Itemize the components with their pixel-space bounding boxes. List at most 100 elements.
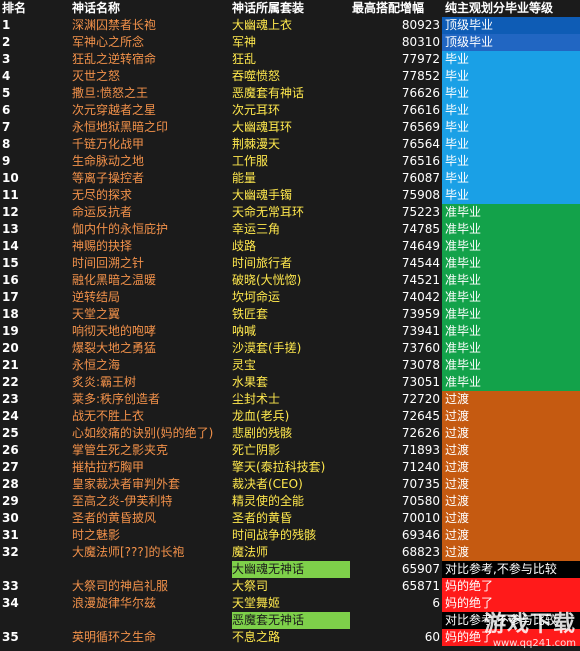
rank-cell: 23	[2, 392, 19, 406]
table-row: 26 掌管生死之影夹克 死亡阴影 71893 过渡	[0, 442, 580, 459]
set-cell: 坎坷命运	[232, 290, 281, 304]
rank-cell: 28	[2, 477, 19, 491]
grade-cell: 过渡	[442, 476, 580, 493]
grade-cell: 准毕业	[442, 357, 580, 374]
value-cell: 74649	[401, 239, 440, 253]
name-cell: 炙炎:霸王树	[72, 375, 137, 389]
set-cell: 破晓(大恍惚)	[232, 273, 302, 287]
table-row: 31 时之魅影 时间战争的残骸 69346 过渡	[0, 527, 580, 544]
header-rank: 排名	[2, 1, 27, 15]
set-cell: 恶魔套无神话	[232, 612, 350, 629]
rank-cell: 20	[2, 341, 19, 355]
name-cell: 灭世之怒	[72, 69, 121, 83]
rank-cell: 27	[2, 460, 19, 474]
value-cell: 77852	[401, 69, 440, 83]
set-cell: 悲剧的残骸	[232, 426, 293, 440]
rank-cell	[2, 612, 68, 629]
table-row: 25 心如绞痛的诀别(妈的绝了) 悲剧的残骸 72626 过渡	[0, 425, 580, 442]
rank-cell: 19	[2, 324, 19, 338]
name-cell: 永恒之海	[72, 358, 121, 372]
grade-cell: 过渡	[442, 510, 580, 527]
set-cell: 圣者的黄昏	[232, 511, 293, 525]
table-row: 18 天堂之翼 铁匠套 73959 准毕业	[0, 306, 580, 323]
set-cell: 幸运三角	[232, 222, 281, 236]
grade-cell: 过渡	[442, 425, 580, 442]
grade-cell: 准毕业	[442, 340, 580, 357]
name-cell: 命运反抗者	[72, 205, 133, 219]
rank-cell: 10	[2, 171, 19, 185]
name-cell: 摧枯拉朽胸甲	[72, 460, 145, 474]
set-cell: 死亡阴影	[232, 443, 281, 457]
grade-cell: 毕业	[442, 51, 580, 68]
grade-cell: 对比参考,不参与比较	[442, 612, 580, 629]
name-cell: 皇家裁决者审判外套	[72, 477, 181, 491]
set-cell: 时间战争的残骸	[232, 528, 317, 542]
value-cell: 76087	[401, 171, 440, 185]
grade-cell: 妈的绝了	[442, 629, 580, 646]
table-header: 排名 神话名称 神话所属套装 最高搭配增幅 纯主观划分毕业等级	[0, 0, 580, 17]
set-cell: 大幽魂手镯	[232, 188, 293, 202]
rank-cell: 26	[2, 443, 19, 457]
rank-cell: 9	[2, 154, 11, 168]
rank-cell: 24	[2, 409, 19, 423]
table-row: 17 逆转结局 坎坷命运 74042 准毕业	[0, 289, 580, 306]
name-cell: 军神心之所念	[72, 35, 145, 49]
name-cell: 爆裂大地之勇猛	[72, 341, 157, 355]
name-cell: 战无不胜上衣	[72, 409, 145, 423]
grade-cell: 准毕业	[442, 204, 580, 221]
table-row: 13 伽内什的永恒庇护 幸运三角 74785 准毕业	[0, 221, 580, 238]
name-cell	[72, 561, 230, 578]
grade-cell: 过渡	[442, 527, 580, 544]
grade-cell: 准毕业	[442, 221, 580, 238]
grade-cell: 过渡	[442, 493, 580, 510]
grade-cell: 准毕业	[442, 272, 580, 289]
value-cell: 76569	[401, 120, 440, 134]
set-cell: 能量	[232, 171, 257, 185]
table-row: 28 皇家裁决者审判外套 裁决者(CEO) 70735 过渡	[0, 476, 580, 493]
table-row: 4 灭世之怒 吞噬愤怒 77852 毕业	[0, 68, 580, 85]
name-cell: 大祭司的神启礼服	[72, 579, 169, 593]
set-cell: 工作服	[232, 154, 269, 168]
set-cell: 水果套	[232, 375, 269, 389]
name-cell: 次元穿越者之星	[72, 103, 157, 117]
rank-cell: 21	[2, 358, 19, 372]
set-cell: 尘封术士	[232, 392, 281, 406]
table-row: 14 神赐的抉择 歧路 74649 准毕业	[0, 238, 580, 255]
name-cell: 狂乱之逆转宿命	[72, 52, 157, 66]
table-row: 22 炙炎:霸王树 水果套 73051 准毕业	[0, 374, 580, 391]
value-cell: 76626	[401, 86, 440, 100]
name-cell: 伽内什的永恒庇护	[72, 222, 169, 236]
grade-cell: 毕业	[442, 68, 580, 85]
header-grade: 纯主观划分毕业等级	[445, 1, 554, 15]
value-cell: 72645	[401, 409, 440, 423]
table-row: 27 摧枯拉朽胸甲 擎天(泰拉科技套) 71240 过渡	[0, 459, 580, 476]
set-cell: 灵宝	[232, 358, 257, 372]
value-cell: 77972	[401, 52, 440, 66]
rank-cell: 33	[2, 579, 19, 593]
value-cell	[352, 612, 440, 629]
grade-cell: 过渡	[442, 459, 580, 476]
rank-cell	[2, 561, 68, 578]
value-cell: 6	[432, 596, 440, 610]
grade-cell: 顶级毕业	[442, 17, 580, 34]
table-row: 9 生命脉动之地 工作服 76516 毕业	[0, 153, 580, 170]
rank-cell: 14	[2, 239, 19, 253]
grade-cell: 毕业	[442, 170, 580, 187]
set-cell: 荆棘漫天	[232, 137, 281, 151]
name-cell: 天堂之翼	[72, 307, 121, 321]
value-cell: 74544	[401, 256, 440, 270]
set-cell: 军神	[232, 35, 257, 49]
set-cell: 吞噬愤怒	[232, 69, 281, 83]
set-cell: 大幽魂无神话	[232, 561, 350, 578]
table-row: 3 狂乱之逆转宿命 狂乱 77972 毕业	[0, 51, 580, 68]
name-cell: 浪漫旋律华尔兹	[72, 596, 157, 610]
set-cell: 精灵使的全能	[232, 494, 305, 508]
set-cell: 呐喊	[232, 324, 257, 338]
table-row: 20 爆裂大地之勇猛 沙漠套(手搓) 73760 准毕业	[0, 340, 580, 357]
value-cell: 60	[424, 630, 440, 644]
rank-cell: 4	[2, 69, 11, 83]
grade-cell: 过渡	[442, 544, 580, 561]
grade-cell: 顶级毕业	[442, 34, 580, 51]
table-row: 11 无尽的探求 大幽魂手镯 75908 毕业	[0, 187, 580, 204]
